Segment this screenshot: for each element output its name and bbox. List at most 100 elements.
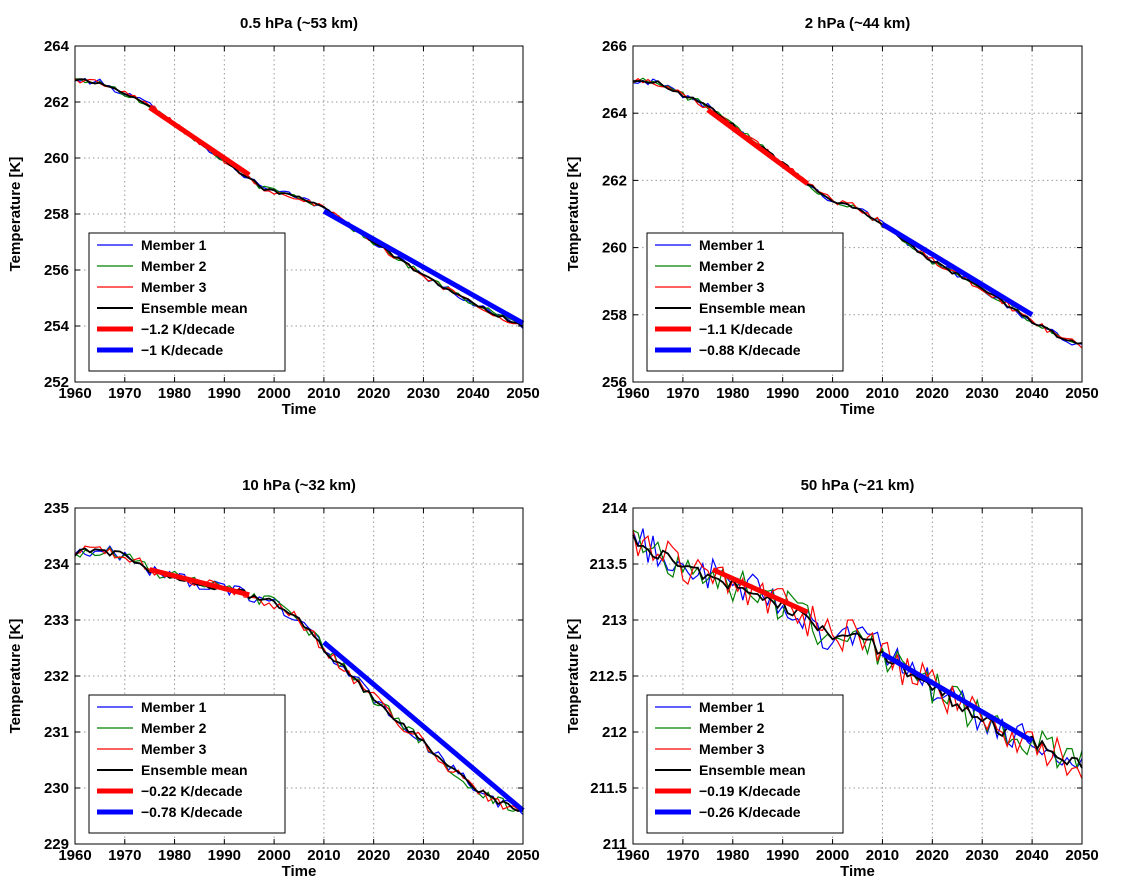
x-tick-label: 2040 — [457, 847, 490, 864]
x-tick-label: 2030 — [407, 385, 440, 402]
x-tick-label: 1970 — [108, 847, 141, 864]
x-tick-label: 1980 — [158, 385, 191, 402]
chart-panel-2: 1960 1970 1980 1990 2000 2010 2020 2030 2040 2050… — [565, 15, 1099, 418]
y-tick-label: 264 — [602, 105, 628, 122]
trend-line-red — [148, 105, 251, 177]
chart-panel-1: 1960 1970 1980 1990 2000 2010 2020 2030 2040 2050… — [7, 15, 540, 418]
x-tick-label: 2020 — [916, 847, 949, 864]
trend-line-red — [706, 107, 810, 186]
x-tick-label: 2020 — [916, 385, 949, 402]
y-tick-label: 231 — [44, 724, 69, 741]
chart-title: 0.5 hPa (~53 km) — [240, 15, 358, 32]
legend-label: −0.78 K/decade — [141, 804, 243, 820]
y-tick-label: 212 — [602, 724, 627, 741]
y-tick-label: 254 — [44, 318, 70, 335]
x-tick-label: 2030 — [966, 385, 999, 402]
y-tick-label: 256 — [44, 262, 69, 279]
trend-line-blue — [881, 651, 1034, 744]
x-tick-label: 2040 — [1015, 385, 1048, 402]
x-tick-label: 2040 — [1015, 847, 1048, 864]
y-axis-label: Temperature [K] — [565, 619, 582, 734]
series-line-ensemble-mean — [74, 78, 524, 328]
legend-box — [646, 232, 844, 372]
x-tick-label: 1970 — [108, 385, 141, 402]
legend: Member 1 Member 2 Member 3 Ensemble mean −0.… — [646, 694, 844, 834]
y-tick-label: 252 — [44, 374, 69, 391]
x-tick-label: 1980 — [158, 847, 191, 864]
x-tick-label: 1960 — [616, 847, 649, 864]
y-tick-label: 234 — [44, 556, 70, 573]
legend: Member 1 Member 2 Member 3 Ensemble mean −1.… — [646, 232, 844, 372]
x-axis-label: Time — [840, 863, 875, 880]
chart-title: 10 hPa (~32 km) — [242, 477, 356, 494]
legend-label: −0.22 K/decade — [141, 783, 243, 799]
x-tick-label: 1960 — [58, 385, 91, 402]
y-tick-label: 260 — [44, 150, 69, 167]
chart-title: 50 hPa (~21 km) — [801, 477, 915, 494]
legend: Member 1 Member 2 Member 3 Ensemble mean −0.… — [88, 694, 286, 834]
chart-panel-3: 1960 1970 1980 1990 2000 2010 2020 2030 2040 2050… — [7, 477, 540, 880]
y-tick-label: 262 — [602, 172, 627, 189]
legend-label: −0.88 K/decade — [699, 342, 801, 358]
chart-panel-4: 1960 1970 1980 1990 2000 2010 2020 2030 2040 2050… — [565, 477, 1099, 880]
legend-label: Member 2 — [699, 720, 765, 736]
legend-label: Member 3 — [699, 279, 765, 295]
x-tick-label: 1990 — [766, 385, 799, 402]
x-tick-label: 2010 — [307, 385, 340, 402]
x-tick-label: 2020 — [357, 385, 390, 402]
legend-label: Member 2 — [141, 258, 207, 274]
x-axis-label: Time — [282, 863, 317, 880]
legend-label: Member 3 — [699, 741, 765, 757]
y-tick-label: 213 — [602, 612, 627, 629]
y-tick-label: 233 — [44, 612, 69, 629]
trend-line-red — [711, 567, 809, 615]
axes-frame — [632, 45, 1083, 383]
legend-label: Member 3 — [141, 741, 207, 757]
x-tick-label: 1970 — [666, 385, 699, 402]
x-axis-label: Time — [282, 401, 317, 418]
x-tick-label: 1990 — [766, 847, 799, 864]
chart-title: 2 hPa (~44 km) — [805, 15, 910, 32]
y-axis-label: Temperature [K] — [7, 157, 24, 272]
y-tick-label: 264 — [44, 38, 70, 55]
y-tick-label: 212.5 — [589, 668, 627, 685]
series-group — [632, 77, 1083, 349]
x-tick-label: 1960 — [58, 847, 91, 864]
x-tick-label: 2030 — [966, 847, 999, 864]
legend: Member 1 Member 2 Member 3 Ensemble mean −1.… — [88, 232, 286, 372]
series-group — [632, 528, 1083, 779]
y-tick-label: 266 — [602, 38, 627, 55]
x-tick-label: 2030 — [407, 847, 440, 864]
y-tick-label: 214 — [602, 500, 628, 517]
legend-label: Ensemble mean — [141, 300, 248, 316]
y-tick-label: 211.5 — [590, 780, 627, 797]
x-tick-label: 1970 — [666, 847, 699, 864]
x-tick-label: 2050 — [1065, 385, 1098, 402]
x-tick-label: 1990 — [208, 385, 241, 402]
x-tick-label: 2000 — [257, 385, 290, 402]
legend-label: Member 1 — [699, 237, 765, 253]
legend-label: Member 2 — [699, 258, 765, 274]
x-tick-label: 2000 — [816, 847, 849, 864]
legend-label: −0.19 K/decade — [699, 783, 801, 799]
y-tick-label: 260 — [602, 240, 627, 257]
x-tick-label: 2050 — [506, 847, 539, 864]
x-tick-label: 2010 — [866, 847, 899, 864]
x-tick-label: 1980 — [716, 385, 749, 402]
x-tick-label: 2050 — [506, 385, 539, 402]
trend-line-red — [149, 567, 250, 598]
trend-line-blue — [322, 640, 525, 813]
trend-line-blue — [881, 221, 1034, 317]
series-line-member-3 — [632, 529, 1083, 779]
series-group — [74, 77, 525, 329]
y-tick-label: 256 — [602, 374, 627, 391]
legend-label: −1 K/decade — [141, 342, 223, 358]
legend-label: −1.1 K/decade — [699, 321, 793, 337]
legend-label: Member 1 — [141, 237, 207, 253]
legend-label: Ensemble mean — [699, 300, 806, 316]
x-tick-label: 2050 — [1065, 847, 1098, 864]
y-tick-label: 229 — [44, 836, 69, 853]
x-tick-label: 2040 — [457, 385, 490, 402]
y-tick-label: 258 — [602, 307, 627, 324]
